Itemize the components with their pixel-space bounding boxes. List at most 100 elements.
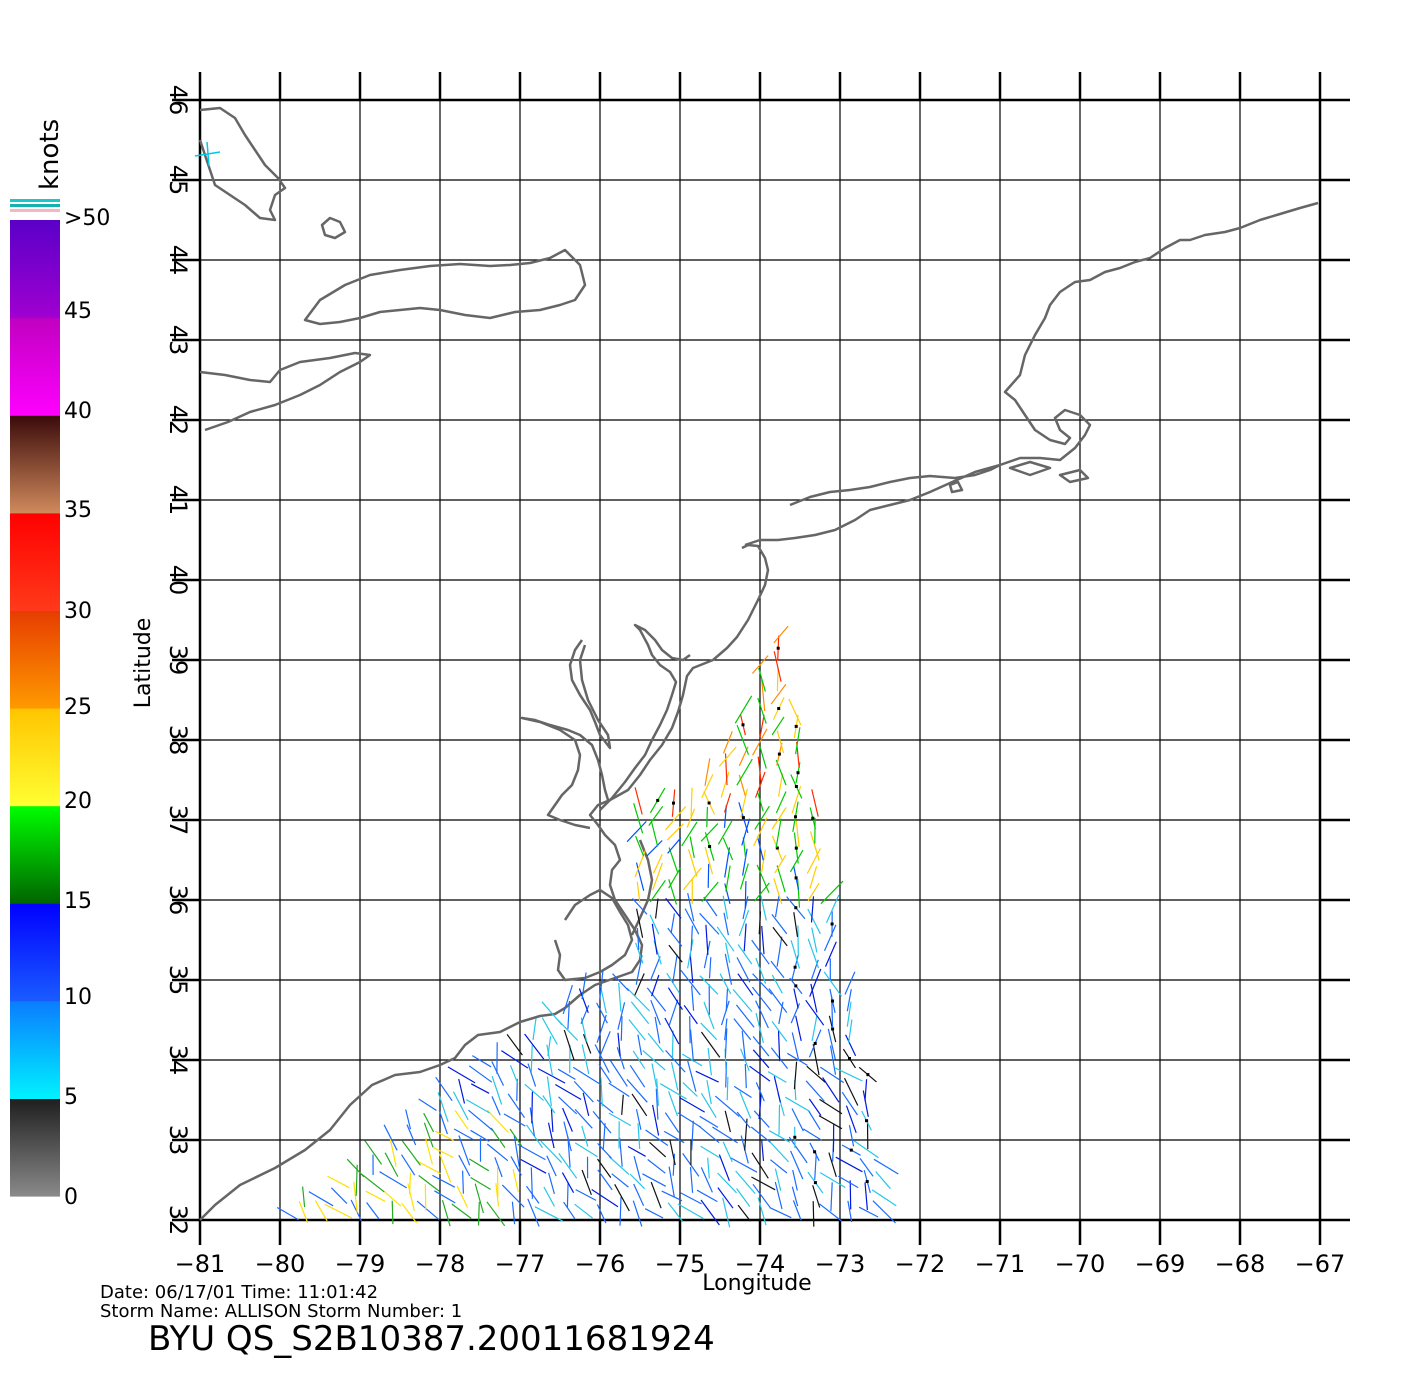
wind-vector	[818, 1115, 843, 1130]
wind-vector	[846, 988, 852, 1012]
wind-vector	[490, 1127, 506, 1148]
legend-value-label: 5	[64, 1085, 78, 1110]
wind-vector	[401, 1202, 418, 1224]
wind-vector	[646, 840, 663, 857]
rain-flag-marker	[794, 876, 798, 880]
wind-vector	[699, 975, 719, 995]
colorbar-band	[10, 610, 60, 709]
wind-vector	[562, 985, 573, 1015]
wind-vector	[635, 862, 645, 891]
wind-vector	[554, 1083, 582, 1101]
wind-vector	[830, 1182, 833, 1212]
wind-vector	[776, 936, 783, 967]
wind-vector	[458, 1135, 471, 1166]
wind-vector	[790, 1150, 804, 1180]
wind-vector	[633, 1155, 642, 1181]
wind-vector	[824, 941, 837, 967]
rain-flag-marker	[848, 1057, 851, 1060]
wind-vector	[791, 1032, 799, 1060]
rain-flag-marker	[776, 646, 780, 650]
wind-vector	[619, 1137, 623, 1167]
wind-vector	[775, 818, 782, 848]
longitude-tick-label: −78	[415, 1250, 466, 1278]
latitude-tick-label: 46	[164, 85, 192, 116]
wind-vector	[757, 1197, 767, 1226]
wind-vector	[574, 1108, 593, 1129]
wind-vector	[645, 1129, 669, 1146]
wind-vector	[758, 911, 762, 935]
wind-vector	[596, 1204, 607, 1224]
wind-vector	[776, 865, 786, 893]
wind-vector	[346, 1158, 365, 1178]
wind-vector	[650, 1181, 662, 1209]
wind-vector	[631, 1093, 648, 1117]
wind-vector	[581, 972, 587, 1000]
wind-vector	[405, 1109, 412, 1130]
wind-vector	[578, 988, 589, 1014]
coastline-chesapeake	[520, 716, 610, 830]
rain-flag-marker	[830, 922, 834, 926]
wind-vector	[689, 953, 694, 983]
longitude-tick-label: −69	[1135, 1250, 1186, 1278]
wind-vector	[592, 1111, 612, 1134]
wind-vector	[736, 758, 753, 786]
colorbar-band	[10, 220, 60, 319]
wind-vector	[791, 1186, 799, 1207]
wind-vector	[690, 925, 693, 951]
wind-vector	[541, 1017, 558, 1045]
longitude-tick-label: −74	[735, 1250, 786, 1278]
wind-vector	[808, 1098, 822, 1116]
wind-vector	[379, 1171, 408, 1189]
coastline-atlantic	[199, 543, 770, 1221]
wind-vector	[681, 821, 698, 847]
wind-vector	[725, 942, 731, 964]
wind-vector	[735, 1004, 755, 1028]
wind-vector	[754, 882, 770, 902]
wind-vector	[755, 1082, 765, 1102]
wind-vector	[718, 746, 737, 767]
wind-vector	[717, 820, 733, 845]
colorbar-caps	[10, 199, 60, 212]
wind-vector	[835, 1156, 863, 1173]
wind-vector	[761, 925, 765, 955]
wind-vector	[665, 897, 682, 919]
wind-vector	[668, 1091, 679, 1117]
wind-vector	[491, 1096, 501, 1116]
wind-vector	[486, 1143, 509, 1162]
wind-vector	[682, 1082, 698, 1097]
wind-vector	[820, 880, 844, 905]
wind-vector	[655, 1088, 659, 1120]
wind-vector	[470, 1083, 490, 1094]
wind-vector	[771, 807, 787, 830]
wind-vector	[632, 898, 648, 915]
wind-vector	[700, 1167, 713, 1193]
wind-vector	[511, 1201, 516, 1225]
wind-vector	[276, 1206, 299, 1221]
wind-vector	[664, 1017, 680, 1045]
wind-vector	[308, 1191, 334, 1207]
wind-vector	[771, 974, 783, 994]
colorbar-band	[10, 708, 60, 807]
wind-vector	[597, 1158, 612, 1178]
wind-vector	[864, 1079, 868, 1101]
wind-vector	[819, 1066, 845, 1084]
wind-vector	[677, 1112, 702, 1128]
wind-vector	[760, 895, 767, 921]
wind-vector	[759, 714, 765, 737]
wind-vector	[546, 1076, 552, 1107]
wind-vector	[649, 1141, 667, 1158]
wind-vector	[744, 881, 747, 909]
wind-vector	[704, 846, 714, 875]
colorbar-band	[10, 1098, 60, 1197]
wind-vector	[629, 1064, 646, 1088]
wind-vector	[751, 655, 769, 674]
rain-flag-marker	[866, 1073, 870, 1077]
longitude-tick-labels: −81 −80 −79 −78 −77 −76 −75 −74 −73 −72 −71 −70 −69 −…	[175, 1250, 1346, 1278]
latitude-tick-label: 44	[164, 245, 192, 276]
wind-vector	[707, 863, 710, 888]
wind-vector	[752, 973, 773, 995]
x-axis-label: Longitude	[702, 1271, 811, 1296]
coastline-chesapeake-east	[599, 623, 691, 811]
wind-vector	[663, 1130, 685, 1144]
wind-vector	[759, 746, 767, 769]
